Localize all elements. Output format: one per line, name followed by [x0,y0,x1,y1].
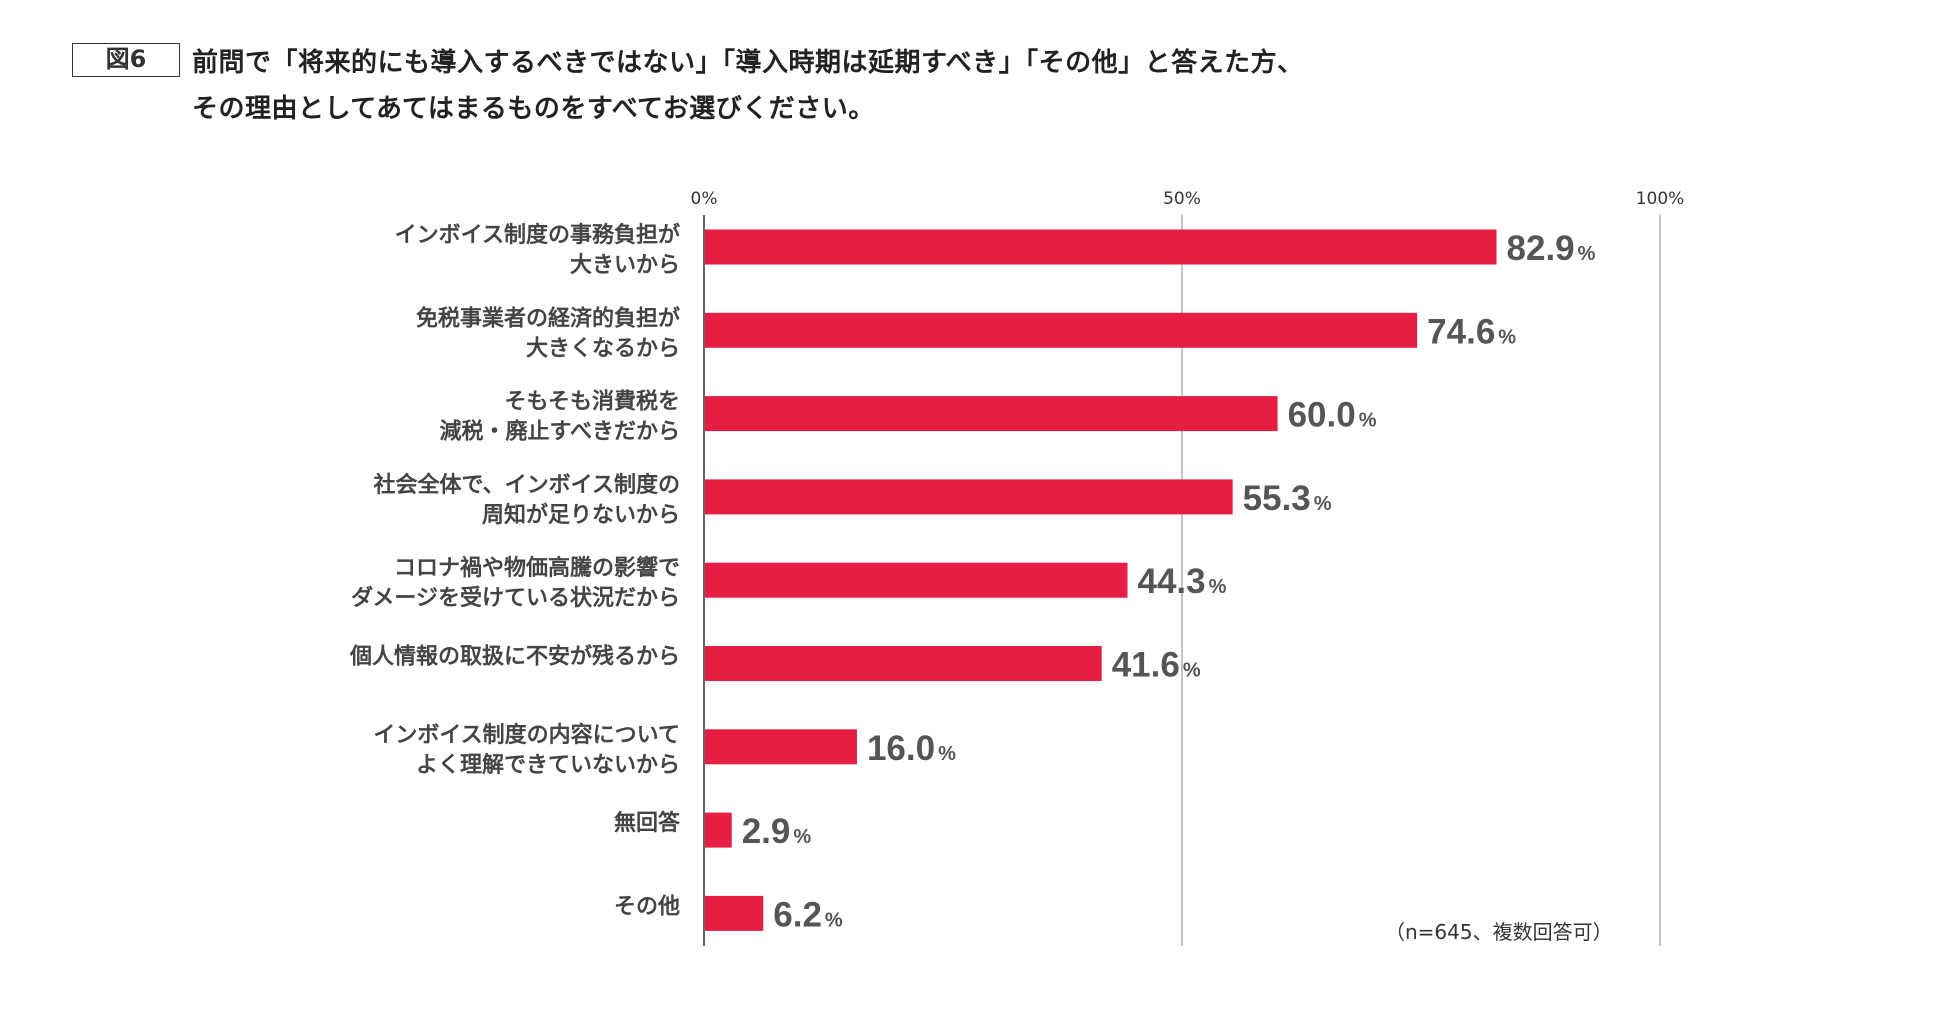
bar [705,396,1278,432]
data-label: 41.6% [1112,646,1201,685]
data-label: 44.3% [1138,562,1227,601]
sample-note: （n=645、複数回答可） [1385,920,1613,944]
category-label: 大きくなるから [526,336,680,361]
category-label: そもそも消費税を [504,389,680,415]
data-label: 82.9% [1507,229,1596,268]
data-label: 16.0% [867,729,956,768]
category-label: 無回答 [614,810,681,836]
data-label: 2.9% [742,812,812,851]
chart-title: 前問で「将来的にも導入するべきではない」「導入時期は延期すべき」「その他」と答え… [192,40,1304,132]
category-label: 個人情報の取扱に不安が残るから [349,644,680,670]
x-tick-label: 50% [1163,189,1201,209]
bar [705,479,1233,515]
category-label: よく理解できていないから [416,752,680,778]
figure-label: 図6 [72,43,180,77]
category-label: その他 [614,894,680,919]
bar [705,562,1128,598]
category-label: コロナ禍や物価高騰の影響で [394,555,680,581]
bar [705,895,764,931]
data-label: 6.2% [773,895,843,934]
x-tick-label: 100% [1636,189,1685,209]
category-label: 減税・廃止すべきだから [440,419,680,445]
title-line-2: その理由としてあてはまるものをすべてお選びください。 [192,94,875,124]
category-label: 免税事業者の経済的負担が [416,305,680,331]
bar [705,229,1497,265]
x-tick-label: 0% [691,189,718,209]
category-label: ダメージを受けている状況だから [351,585,680,611]
data-label: 60.0% [1288,396,1377,435]
bar [705,812,732,848]
bar [705,312,1418,348]
data-label: 74.6% [1427,312,1516,351]
category-label: 大きいから [570,253,680,278]
bar [705,646,1102,681]
category-label: インボイス制度の事務負担が [395,222,680,248]
category-label: インボイス制度の内容について [373,722,680,748]
category-label: 周知が足りないから [482,502,680,528]
category-label: 社会全体で、インボイス制度の [374,472,680,498]
bar [705,729,857,765]
title-line-1: 前問で「将来的にも導入するべきではない」「導入時期は延期すべき」「その他」と答え… [192,48,1304,78]
data-label: 55.3% [1243,479,1332,518]
